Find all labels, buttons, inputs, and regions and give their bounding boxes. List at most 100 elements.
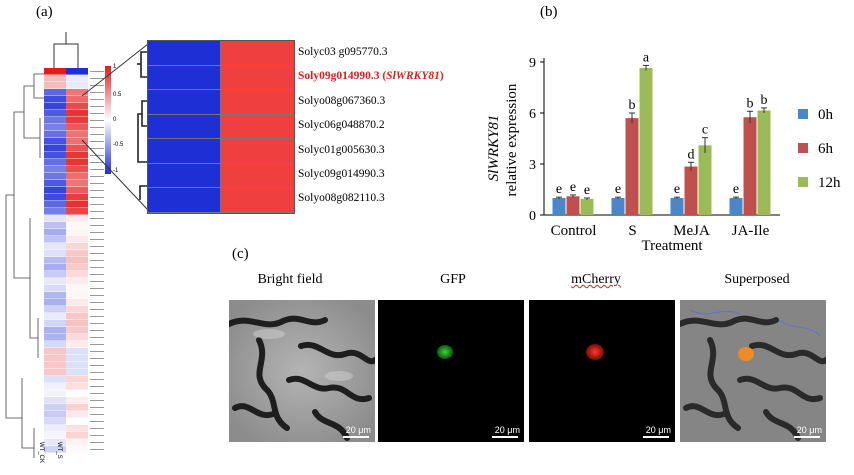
heatmap-cell bbox=[44, 229, 66, 236]
gene-label-6: Solyc09g014990.3 bbox=[298, 168, 385, 180]
heatmap-cell bbox=[44, 397, 66, 404]
gene-label-highlighted-italic: SlWRKY81 bbox=[386, 70, 440, 82]
heatmap-cell bbox=[44, 432, 66, 439]
gene-label-5: Solyc01g005630.3 bbox=[298, 144, 385, 156]
heatmap-row-label-mark bbox=[90, 295, 104, 296]
heatmap-row-label-mark bbox=[90, 400, 104, 401]
heatmap-cell bbox=[66, 334, 88, 341]
significance-letter: e bbox=[570, 180, 576, 195]
heatmap-cell bbox=[66, 82, 88, 89]
heatmap-cell bbox=[44, 341, 66, 348]
heatmap-row-label-mark bbox=[90, 92, 104, 93]
significance-letter: e bbox=[733, 182, 739, 197]
column-dendrogram bbox=[53, 32, 79, 68]
heatmap-row-label-mark bbox=[90, 141, 104, 142]
heatmap-row-label-mark bbox=[90, 337, 104, 338]
heatmap-row-label-mark bbox=[90, 302, 104, 303]
zoom-cell-wt-s bbox=[221, 188, 294, 213]
heatmap-cell bbox=[66, 439, 88, 446]
heatmap-cell bbox=[66, 390, 88, 397]
heatmap-cell bbox=[66, 236, 88, 243]
heatmap-cell bbox=[66, 243, 88, 250]
micro-title-gfp: GFP bbox=[440, 272, 466, 287]
gene-label-highlighted: Soly09g014990.3 (SlWRKY81) bbox=[298, 70, 444, 82]
scale-tick-4: -0.5 bbox=[113, 142, 124, 148]
heatmap-cell bbox=[44, 152, 66, 159]
heatmap-row-label-mark bbox=[90, 344, 104, 345]
zoom-row bbox=[148, 163, 294, 189]
heatmap-row-label-mark bbox=[90, 218, 104, 219]
heatmap-cell bbox=[44, 138, 66, 145]
heatmap-row-label-mark bbox=[90, 246, 104, 247]
heatmap-cell bbox=[44, 124, 66, 131]
panel-label-c: (c) bbox=[232, 246, 249, 262]
bar bbox=[566, 196, 580, 215]
panel-label-a: (a) bbox=[36, 4, 53, 20]
heatmap-row-label-mark bbox=[90, 442, 104, 443]
heatmap-row-label-mark bbox=[90, 379, 104, 380]
heatmap-row-label-mark bbox=[90, 148, 104, 149]
heatmap-cell bbox=[66, 278, 88, 285]
heatmap-cell bbox=[44, 411, 66, 418]
heatmap-cell bbox=[44, 334, 66, 341]
heatmap-cell bbox=[44, 355, 66, 362]
heatmap-row-label-mark bbox=[90, 358, 104, 359]
zoom-row bbox=[148, 65, 294, 91]
heatmap-row-label-mark bbox=[90, 372, 104, 373]
heatmap-cell bbox=[66, 138, 88, 145]
heatmap-row-label-mark bbox=[90, 176, 104, 177]
heatmap-cell bbox=[66, 215, 88, 222]
micrograph-superposed: 20 μm bbox=[680, 300, 826, 442]
heatmap-cell bbox=[44, 362, 66, 369]
heatmap-cell bbox=[44, 390, 66, 397]
heatmap-row-label-mark bbox=[90, 407, 104, 408]
row-dendrogram bbox=[5, 73, 44, 458]
heatmap-row-label-mark bbox=[90, 267, 104, 268]
gene-label-1: Solyc03 g095770.3 bbox=[298, 46, 388, 58]
zoom-cell-wt-ck bbox=[148, 90, 221, 115]
heatmap-cell bbox=[44, 299, 66, 306]
scale-label-mcherry: 20 μm bbox=[645, 425, 671, 435]
legend-label: 0h bbox=[818, 107, 834, 123]
heatmap-cell bbox=[44, 439, 66, 446]
x-tick-label: S bbox=[628, 223, 636, 239]
zoom-cell-wt-ck bbox=[148, 139, 221, 164]
heatmap-cell bbox=[44, 348, 66, 355]
heatmap-row-label-mark bbox=[90, 281, 104, 282]
legend-label: 6h bbox=[818, 141, 834, 157]
zoom-cell-wt-ck bbox=[148, 65, 221, 91]
scale-bar-mcherry bbox=[643, 436, 669, 438]
heatmap-cell bbox=[66, 271, 88, 278]
heatmap-cell bbox=[66, 383, 88, 390]
heatmap-cell bbox=[66, 180, 88, 187]
heatmap-cell bbox=[66, 208, 88, 215]
heatmap-row-label-mark bbox=[90, 449, 104, 450]
superposed-nucleus bbox=[738, 347, 754, 361]
heatmap-cell bbox=[44, 243, 66, 250]
heatmap-row-label-mark bbox=[90, 99, 104, 100]
heatmap-row-label-mark bbox=[90, 78, 104, 79]
heatmap-cell bbox=[66, 222, 88, 229]
significance-letter: d bbox=[688, 147, 695, 162]
heatmap-cell bbox=[66, 306, 88, 313]
heatmap-cell bbox=[66, 103, 88, 110]
heatmap-row-label-mark bbox=[90, 260, 104, 261]
heatmap-cell bbox=[66, 187, 88, 194]
heatmap-row-label-mark bbox=[90, 239, 104, 240]
bar bbox=[729, 198, 743, 215]
zoom-cell-wt-s bbox=[221, 114, 294, 140]
mcherry-nucleus bbox=[586, 344, 604, 360]
heatmap-cell bbox=[66, 89, 88, 96]
heatmap-cell bbox=[66, 131, 88, 138]
gene-label-3: Solyo08g067360.3 bbox=[298, 95, 386, 107]
heatmap-cell bbox=[66, 145, 88, 152]
y-axis-label: relative expression bbox=[504, 83, 520, 196]
heatmap-cell bbox=[66, 313, 88, 320]
zoom-cell-wt-s bbox=[221, 65, 294, 91]
heatmap-cell bbox=[44, 313, 66, 320]
gfp-nucleus bbox=[437, 345, 453, 359]
x-tick-label: Control bbox=[551, 223, 597, 239]
micrograph-mcherry: 20 μm bbox=[529, 300, 675, 442]
heatmap-row-label-mark bbox=[90, 106, 104, 107]
